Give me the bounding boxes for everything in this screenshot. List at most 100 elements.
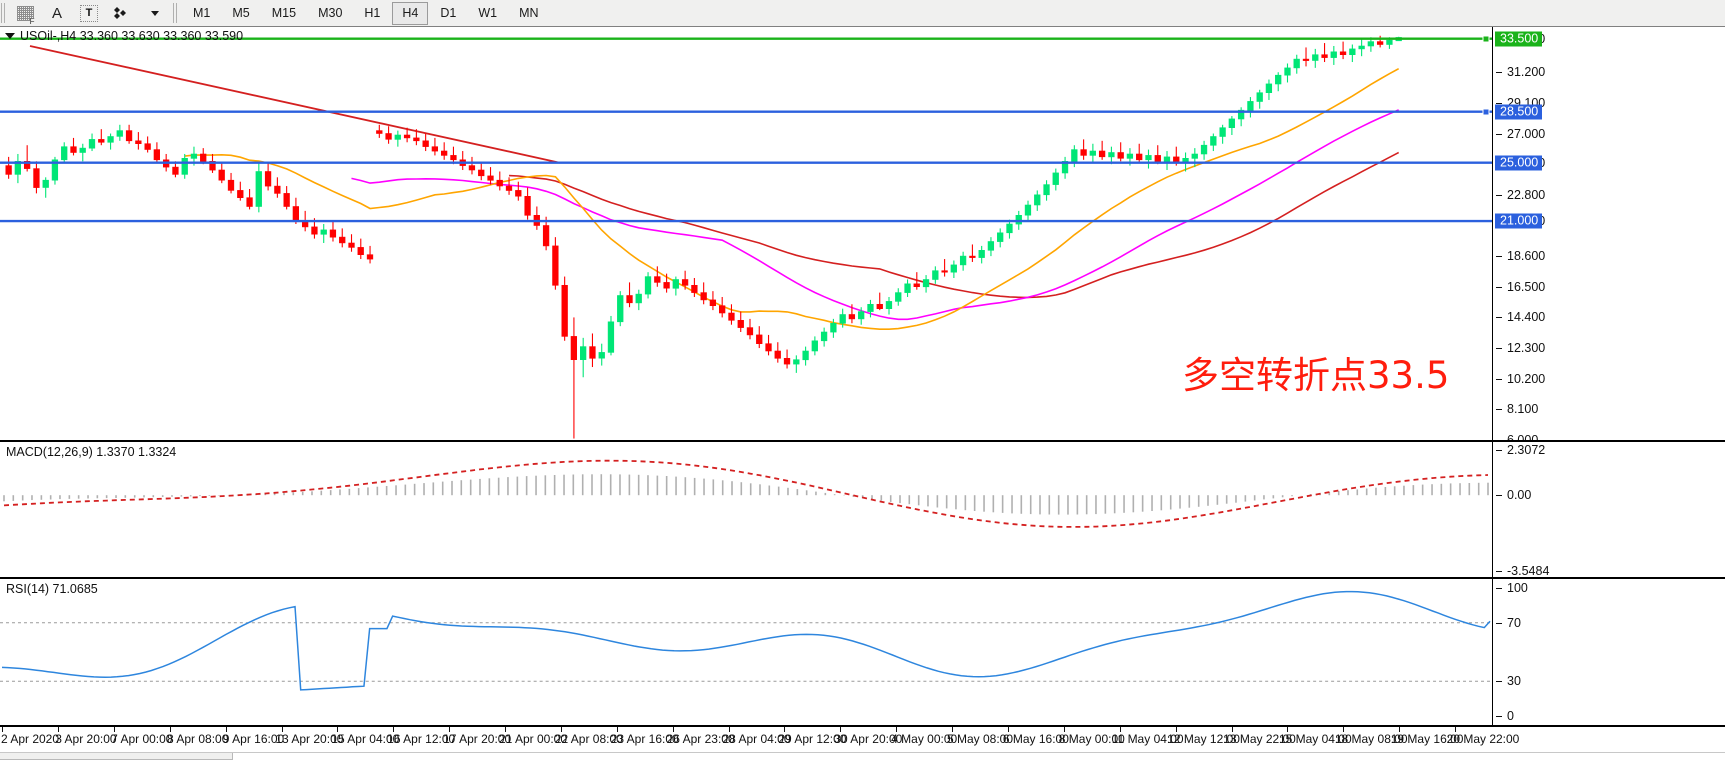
timeframe-group: M1 M5 M15 M30 H1 H4 D1 W1 MN [183, 1, 549, 25]
time-tick: 18 May 08:00 [1334, 732, 1408, 746]
macd-axis[interactable]: 2.3072 0.00 -3.5484 [1494, 442, 1725, 577]
time-tick: 17 Apr 20:00 [443, 732, 512, 746]
price-level-badge[interactable]: 28.500 [1495, 104, 1543, 120]
time-tick: 23 Apr 16:00 [610, 732, 679, 746]
rsi-chart-canvas [0, 590, 1492, 691]
toolbar-drag-handle[interactable] [1, 3, 7, 23]
macd-tick: 0.00 [1494, 488, 1531, 502]
text-label-glyph: T [80, 4, 98, 22]
time-tick-mark [2, 727, 4, 732]
price-tick: 12.300 [1494, 341, 1545, 355]
time-tick-mark [1287, 727, 1289, 732]
time-tick-mark [1008, 727, 1009, 732]
rsi-tick: 30 [1494, 674, 1521, 688]
time-tick: 2 Apr 2020 [0, 732, 60, 746]
time-tick: 6 May 16:00 [1002, 732, 1069, 746]
timeframe-label: M15 [271, 6, 297, 20]
time-axis[interactable]: 2 Apr 2020 3 Apr 20:00 7 Apr 00:00 8 Apr 08… [0, 726, 1725, 752]
timeframe-h4[interactable]: H4 [392, 1, 429, 25]
rsi-axis[interactable]: 100 70 30 0 [1494, 579, 1725, 725]
time-tick: 3 Apr 20:00 [55, 732, 117, 746]
time-tick-mark [1063, 727, 1065, 732]
text-label-icon[interactable]: T [73, 1, 105, 25]
timeframe-label: H4 [402, 6, 419, 20]
time-tick: 22 Apr 08:00 [554, 732, 623, 746]
price-level-badge[interactable]: 33.500 [1495, 31, 1543, 47]
time-tick: 13 Apr 20:00 [275, 732, 344, 746]
time-tick: 30 Apr 20:00 [834, 732, 903, 746]
chart-annotation-text: 多空转折点33.5 [1182, 354, 1450, 397]
status-bar [0, 752, 1725, 782]
time-tick-mark [337, 727, 339, 732]
macd-tick: -3.5484 [1494, 564, 1549, 577]
price-axis[interactable]: 33.50031.20029.10027.00025.00022.80021.0… [1494, 27, 1725, 440]
crosshair-grid-icon[interactable] [9, 1, 41, 26]
price-pane[interactable]: USOil-,H4 33.360 33.630 33.360 33.590 33… [0, 27, 1725, 441]
macd-pane[interactable]: MACD(12,26,9) 1.3370 1.3324 2.3072 0.00 -3… [0, 441, 1725, 578]
macd-plot-area[interactable] [0, 442, 1493, 577]
price-tick: 14.400 [1494, 310, 1545, 324]
rsi-plot-area[interactable] [0, 579, 1493, 725]
price-tick: 18.600 [1494, 249, 1545, 263]
time-tick-mark [113, 727, 115, 732]
time-tick: 16 Apr 12:00 [387, 732, 456, 746]
time-tick-mark [896, 727, 898, 732]
timeframe-label: D1 [440, 6, 457, 20]
time-tick-mark [281, 727, 283, 732]
macd-tick: 2.3072 [1494, 443, 1545, 457]
macd-chart-canvas [3, 459, 1489, 528]
rsi-tick: 0 [1494, 709, 1514, 723]
rsi-label: RSI(14) 71.0685 [6, 582, 98, 596]
time-tick: 26 Apr 23:00 [666, 732, 735, 746]
rsi-pane[interactable]: RSI(14) 71.0685 100 70 30 0 [0, 578, 1725, 726]
toolbar-separator [173, 3, 179, 23]
time-tick-mark [225, 727, 227, 732]
timeframe-label: MN [519, 6, 539, 20]
price-tick: 27.000 [1494, 127, 1545, 141]
objects-dropdown-button[interactable] [137, 1, 169, 25]
time-tick: 11 May 04:00 [1111, 732, 1184, 746]
time-tick-mark [169, 727, 171, 732]
time-tick-mark [393, 727, 395, 732]
time-tick: 29 Apr 12:00 [778, 732, 847, 746]
text-a-glyph: A [51, 4, 62, 22]
toolbar: A T M1 M5 M15 M30 H1 H4 D1 W1 MN [0, 0, 1725, 27]
timeframe-m30[interactable]: M30 [308, 2, 352, 25]
text-a-icon[interactable]: A [41, 1, 73, 25]
hline-handle[interactable] [1482, 35, 1490, 43]
time-tick-mark [449, 727, 451, 732]
timeframe-mn[interactable]: MN [509, 2, 548, 25]
timeframe-m1[interactable]: M1 [183, 2, 220, 25]
time-tick-mark [57, 727, 59, 732]
price-chart-canvas [0, 35, 1492, 439]
chevron-down-icon[interactable] [5, 32, 15, 39]
time-tick: 8 May 00:00 [1058, 732, 1125, 746]
price-level-badge[interactable]: 21.000 [1495, 213, 1543, 229]
time-tick-mark [840, 727, 842, 732]
time-tick-mark [1455, 727, 1457, 732]
time-tick: 19 May 16:00 [1390, 732, 1464, 746]
timeframe-h1[interactable]: H1 [354, 2, 390, 25]
objects-glyph [114, 6, 126, 19]
time-tick-mark [672, 727, 674, 732]
price-tick: 31.200 [1494, 65, 1545, 79]
symbol-bar[interactable]: USOil-,H4 33.360 33.630 33.360 33.590 [0, 27, 243, 44]
timeframe-label: H1 [364, 6, 381, 20]
objects-icon[interactable] [105, 1, 137, 25]
hline-handle[interactable] [1482, 108, 1490, 116]
price-tick: 10.200 [1494, 372, 1545, 386]
timeframe-m5[interactable]: M5 [222, 2, 259, 25]
price-tick: 16.500 [1494, 280, 1545, 294]
chart-tab-stub[interactable] [0, 753, 233, 760]
price-plot-area[interactable] [0, 27, 1493, 440]
time-tick: 8 Apr 08:00 [166, 732, 229, 746]
time-tick-mark [505, 727, 506, 732]
time-tick-mark [784, 727, 786, 732]
timeframe-w1[interactable]: W1 [468, 2, 507, 25]
timeframe-d1[interactable]: D1 [430, 2, 466, 25]
time-tick: 15 May 04:00 [1278, 732, 1352, 746]
timeframe-m15[interactable]: M15 [262, 2, 306, 25]
time-tick-mark [952, 727, 954, 732]
time-tick-mark [1399, 727, 1401, 732]
price-level-badge[interactable]: 25.000 [1495, 155, 1543, 171]
